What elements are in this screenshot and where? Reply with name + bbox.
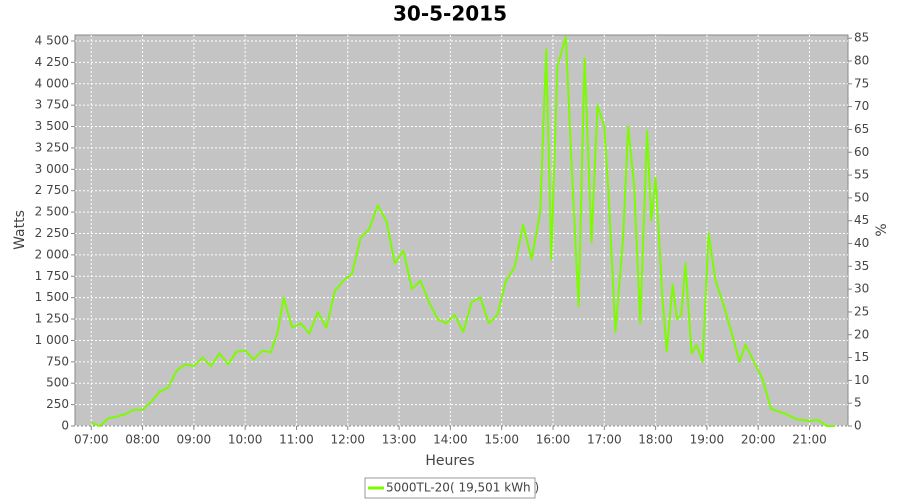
- y2-tick-label: 10: [854, 373, 869, 387]
- y2-tick-label: 45: [854, 213, 869, 227]
- y-tick-label: 2 500: [35, 205, 69, 219]
- x-tick-label: 08:00: [125, 433, 160, 447]
- x-tick-label: 16:00: [536, 433, 571, 447]
- y-tick-label: 1 750: [35, 269, 69, 283]
- y2-tick-label: 5: [854, 396, 862, 410]
- plot-area: [74, 34, 849, 427]
- y-tick-label: 3 750: [35, 98, 69, 112]
- y2-tick-label: 60: [854, 145, 869, 159]
- x-tick-label: 13:00: [382, 433, 417, 447]
- y-tick-label: 3 250: [35, 140, 69, 154]
- x-tick-label: 20:00: [741, 433, 776, 447]
- y2-tick-label: 25: [854, 304, 869, 318]
- y2-tick-label: 70: [854, 99, 869, 113]
- y-tick-label: 750: [46, 354, 69, 368]
- y2-tick-label: 20: [854, 327, 869, 341]
- x-tick-label: 10:00: [228, 433, 263, 447]
- x-tick-label: 12:00: [330, 433, 365, 447]
- y-tick-label: 3 500: [35, 119, 69, 133]
- x-tick-label: 09:00: [177, 433, 212, 447]
- x-tick-label: 15:00: [484, 433, 519, 447]
- y-tick-label: 4 500: [35, 33, 69, 47]
- x-tick-label: 07:00: [74, 433, 109, 447]
- chart-title: 30-5-2015: [393, 2, 507, 26]
- y2-tick-label: 30: [854, 282, 869, 296]
- y2-tick-label: 75: [854, 76, 869, 90]
- y-tick-label: 2 000: [35, 247, 69, 261]
- y2-tick-label: 85: [854, 31, 869, 45]
- y2-tick-label: 35: [854, 259, 869, 273]
- x-axis-label: Heures: [425, 453, 474, 469]
- legend-label: 5000TL-20( 19,501 kWh ): [386, 481, 539, 495]
- y2-tick-label: 65: [854, 122, 869, 136]
- y-tick-label: 2 250: [35, 226, 69, 240]
- y2-tick-label: 55: [854, 168, 869, 182]
- x-tick-label: 14:00: [433, 433, 468, 447]
- y2-tick-label: 0: [854, 419, 862, 433]
- y-tick-label: 1 500: [35, 290, 69, 304]
- y2-tick-label: 50: [854, 190, 869, 204]
- y-tick-label: 250: [46, 397, 69, 411]
- x-tick-label: 11:00: [279, 433, 314, 447]
- y-tick-label: 2 750: [35, 183, 69, 197]
- y-tick-label: 0: [61, 419, 69, 433]
- x-tick-label: 17:00: [587, 433, 622, 447]
- y-tick-label: 3 000: [35, 162, 69, 176]
- x-tick-label: 18:00: [638, 433, 673, 447]
- y2-tick-label: 15: [854, 350, 869, 364]
- y2-tick-label: 80: [854, 54, 869, 68]
- y-tick-label: 4 000: [35, 76, 69, 90]
- y2-axis-label: %: [874, 223, 890, 236]
- y-tick-label: 4 250: [35, 55, 69, 69]
- data-line: [90, 35, 836, 427]
- y2-tick-label: 40: [854, 236, 869, 250]
- y-tick-label: 1 000: [35, 333, 69, 347]
- x-tick-label: 21:00: [792, 433, 827, 447]
- y-tick-label: 1 250: [35, 312, 69, 326]
- x-tick-label: 19:00: [690, 433, 725, 447]
- y-axis-label: Watts: [12, 210, 28, 250]
- y-tick-label: 500: [46, 376, 69, 390]
- legend: [364, 477, 536, 499]
